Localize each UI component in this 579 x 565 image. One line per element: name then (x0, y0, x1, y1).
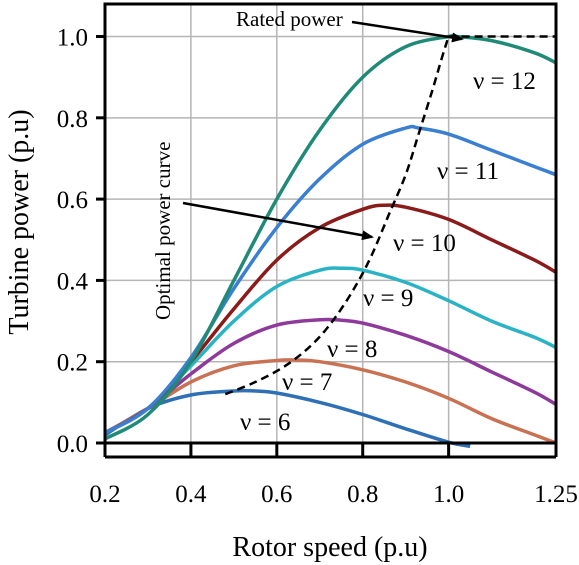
curve-label-v10: ν = 10 (393, 230, 456, 257)
plot-frame (103, 2, 558, 445)
curve-label-v7: ν = 7 (282, 369, 332, 396)
optimal-power-curve (224, 36, 450, 396)
rated-power-annotation: Rated power (236, 7, 343, 31)
y-tick-label-5: 1.0 (57, 25, 88, 52)
series-line-12 (104, 33, 557, 441)
x-tick-label-5: 1.25 (534, 481, 578, 508)
x-tick-label-1: 0.4 (175, 481, 207, 508)
optimal-curve-layer (224, 35, 556, 396)
optimal-curve-annotation: Optimal power curve (151, 142, 175, 320)
power-curves (104, 33, 557, 449)
x-tick-label-0: 0.2 (89, 481, 120, 508)
rated-power-arrow (351, 20, 464, 43)
curve-label-v12: ν = 12 (473, 68, 536, 95)
y-axis-ticks: 0.0 0.2 0.4 0.6 0.8 1.0 (57, 25, 105, 458)
series-line-11 (104, 124, 557, 435)
series-line-9 (104, 266, 557, 435)
y-tick-label-4: 0.8 (57, 106, 88, 133)
x-axis-ticks: 0.2 0.4 0.6 0.8 1.0 1.25 (89, 443, 578, 508)
series-line-7 (104, 358, 557, 445)
x-axis-title: Rotor speed (p.u) (232, 532, 427, 563)
y-tick-label-0: 0.0 (57, 431, 88, 458)
curve-label-v6: ν = 6 (240, 409, 290, 436)
series-line-8 (104, 317, 557, 435)
curve-label-v8: ν = 8 (327, 336, 377, 363)
y-tick-label-2: 0.4 (57, 268, 89, 295)
y-tick-label-3: 0.6 (57, 187, 88, 214)
x-tick-label-3: 0.8 (347, 481, 378, 508)
y-tick-label-1: 0.2 (57, 350, 88, 377)
series-line-6 (104, 388, 471, 449)
x-tick-label-4: 1.0 (433, 481, 464, 508)
x-tick-label-2: 0.6 (261, 481, 292, 508)
optimal-curve-arrow (182, 201, 374, 241)
y-axis-title: Turbine power (p.u) (4, 109, 35, 334)
curve-label-v9: ν = 9 (363, 285, 413, 312)
curve-label-v11: ν = 11 (437, 158, 499, 185)
